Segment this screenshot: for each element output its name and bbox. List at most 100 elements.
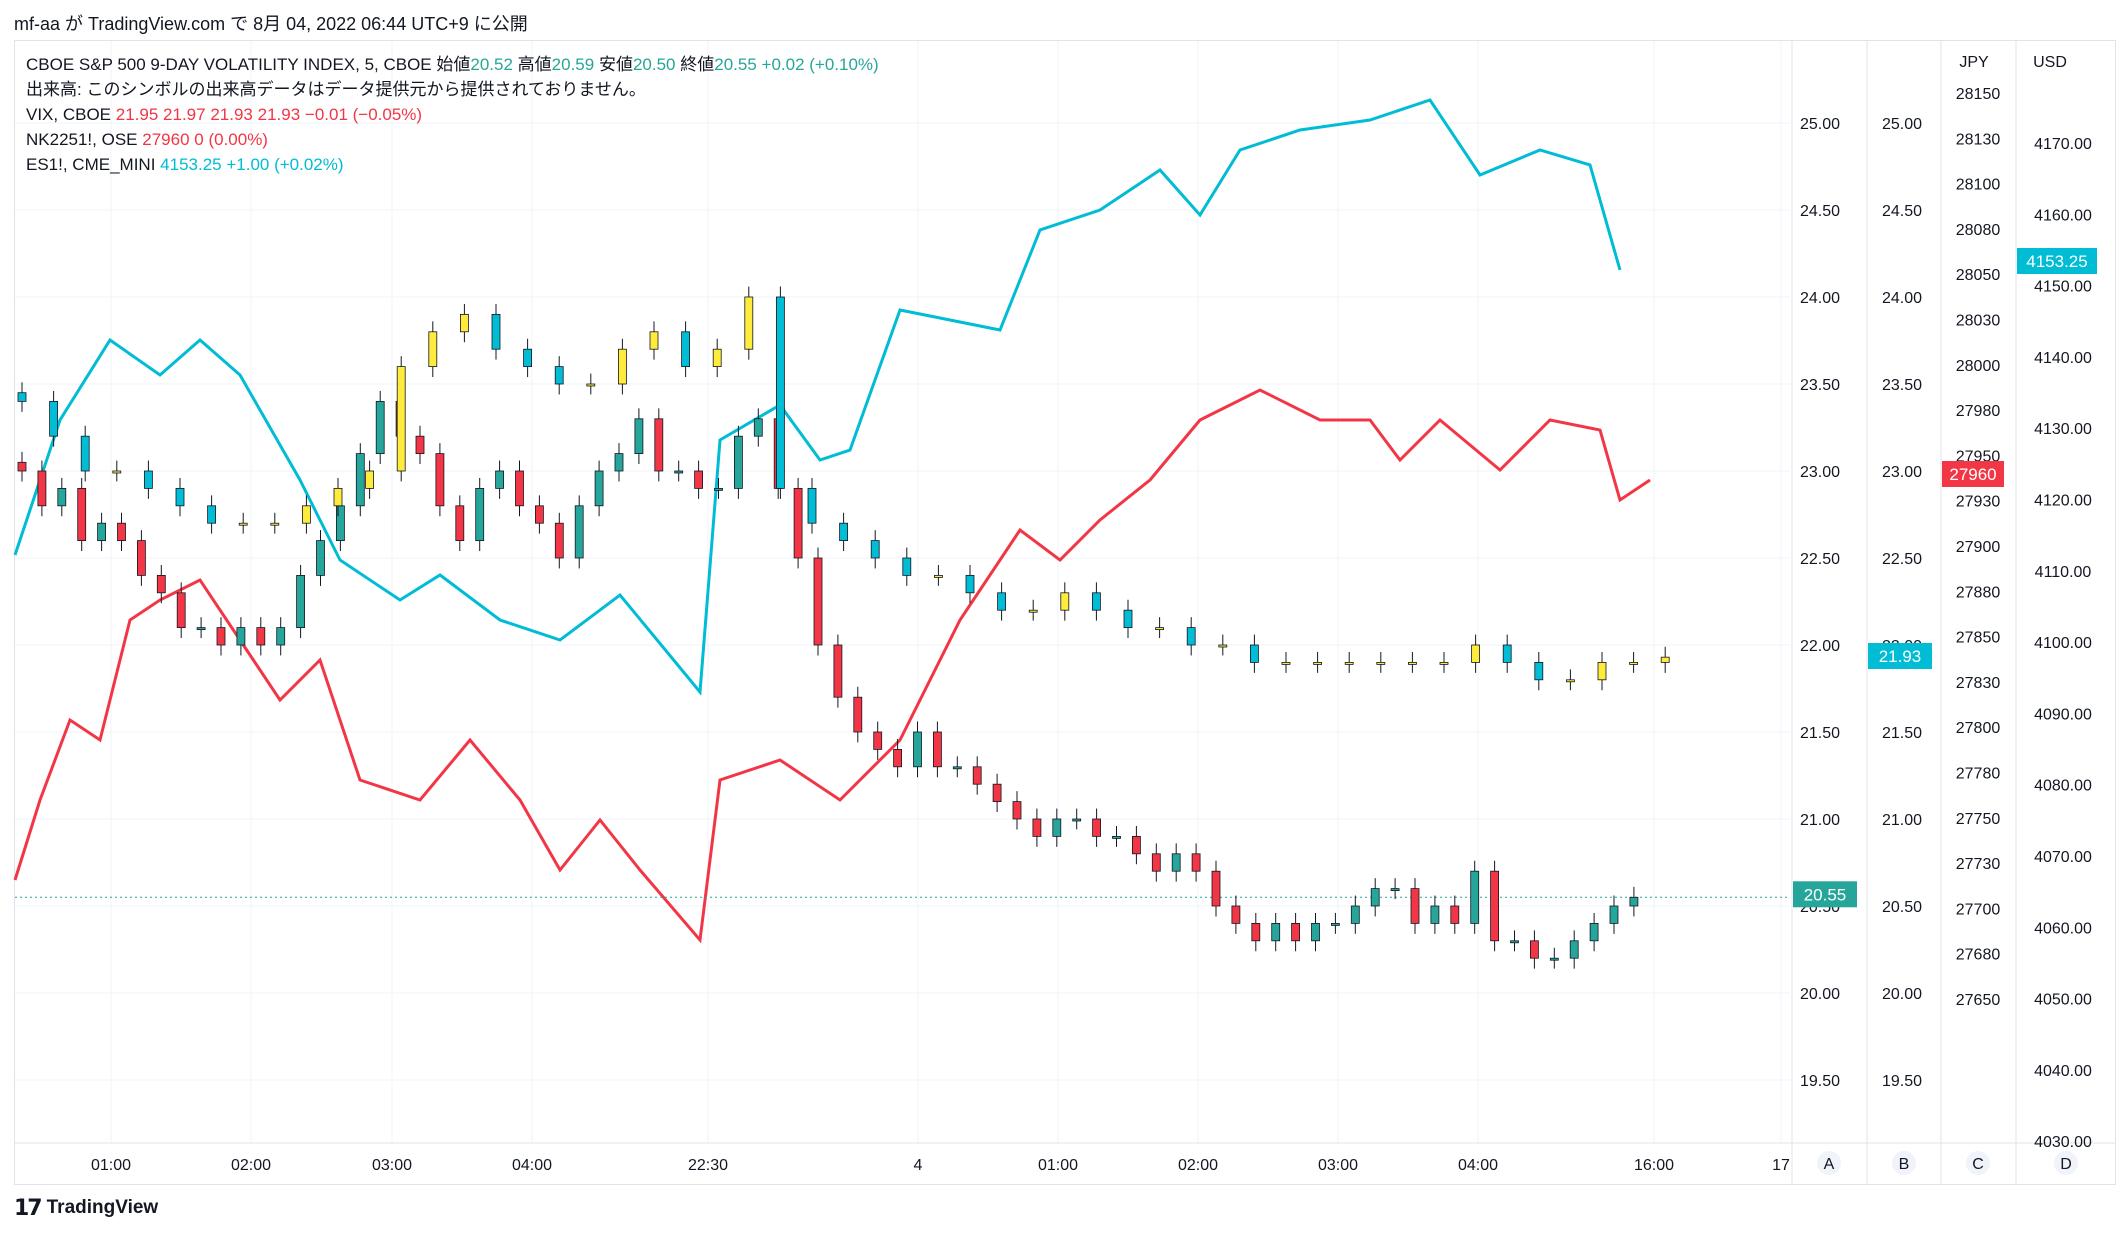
main-candle-body (694, 470, 703, 489)
main-candle (1012, 791, 1022, 830)
main-candle (1410, 878, 1420, 934)
vix-candle-body (1186, 627, 1196, 646)
main-candle (952, 756, 962, 778)
vix-candle-body (1629, 662, 1638, 665)
main-candle (276, 617, 286, 656)
scale-button (1817, 1151, 1841, 1175)
main-candle-body (37, 470, 47, 507)
main-candle-body (634, 418, 644, 454)
main-candle (1311, 912, 1320, 952)
main-candle-body (1132, 836, 1141, 855)
main-candle (893, 738, 902, 778)
main-candle (156, 564, 166, 604)
main-candle-body (913, 731, 922, 768)
vix-candle (1186, 617, 1196, 656)
main-candle (972, 756, 982, 795)
scale-letter: D (2060, 1156, 2072, 1173)
time-tick: 17 (1772, 1157, 1790, 1174)
candles (17, 286, 1670, 969)
vix-candle-body (1408, 662, 1417, 665)
main-candle-body (1271, 923, 1281, 942)
vix-candle (1250, 634, 1259, 673)
jpy-tick: 27650 (1956, 992, 2001, 1009)
main-candle (1251, 912, 1261, 952)
vix-candle (681, 321, 690, 378)
main-candle (1171, 843, 1181, 882)
main-candle-body (1072, 818, 1082, 822)
main-candle-body (1589, 923, 1599, 942)
legend: CBOE S&P 500 9-DAY VOLATILITY INDEX, 5, … (26, 52, 879, 177)
main-candle-body (136, 540, 146, 576)
main-candle-body (1092, 818, 1101, 837)
main-candle (17, 451, 27, 482)
price-tick-a: 21.50 (1800, 725, 1840, 742)
price-tick-b: 24.00 (1882, 290, 1922, 307)
main-candle-body (77, 487, 87, 541)
tradingview-footer[interactable]: 𝟭𝟳 TradingView (14, 1195, 159, 1220)
vix-candle-body (333, 487, 343, 507)
main-candle (1052, 808, 1062, 847)
vix-candle-body (934, 575, 943, 578)
main-candle-body (1032, 818, 1042, 837)
time-tick: 03:00 (372, 1157, 412, 1174)
main-candle-body (475, 487, 485, 541)
scale-button (2054, 1151, 2078, 1175)
scale-button (1966, 1151, 1990, 1175)
main-candle (1390, 878, 1400, 900)
main-candle (1629, 886, 1639, 917)
main-candle-body (1311, 923, 1320, 942)
main-candle (97, 512, 106, 552)
vix-candle (428, 321, 438, 378)
vix-candle-body (839, 522, 848, 542)
vix-candle (902, 547, 912, 586)
vix-candle (1060, 582, 1070, 621)
vix-candle (870, 530, 880, 569)
vix-candle (1471, 634, 1480, 673)
price-tick-a: 24.50 (1800, 203, 1840, 220)
price-tick-a: 23.00 (1800, 464, 1840, 481)
time-tick: 22:30 (688, 1157, 728, 1174)
main-candle (1530, 930, 1539, 969)
nk2251-line (13, 388, 1651, 944)
price-tags: 20.55 21.93 27960 4153.25 (1793, 248, 2097, 908)
main-candle-body (554, 522, 564, 559)
main-candle (1132, 825, 1141, 865)
main-candle-body (1450, 905, 1460, 924)
vix-candle-body (1155, 627, 1164, 630)
vix-candle (238, 512, 248, 534)
main-candle (1331, 912, 1340, 934)
jpy-tick: 27730 (1956, 856, 2001, 873)
vix-candle-body (1439, 662, 1449, 665)
main-candle-body (1569, 940, 1579, 959)
time-tick: 03:00 (1318, 1157, 1358, 1174)
jpy-tick: 27850 (1956, 630, 2001, 647)
main-candle (1549, 947, 1559, 969)
main-candle-body (972, 766, 982, 785)
main-candle (574, 495, 584, 569)
vix-candle-body (712, 348, 722, 368)
main-candle (1291, 912, 1300, 952)
main-candle (375, 390, 385, 465)
main-candle-body (455, 505, 465, 541)
vix-candle (1155, 617, 1164, 639)
vix-candle (997, 582, 1006, 621)
vix-candle (649, 321, 659, 360)
main-candle (1271, 912, 1281, 952)
jpy-tick: 27880 (1956, 584, 2001, 601)
main-candle-body (1291, 923, 1300, 942)
main-candle (1589, 912, 1599, 952)
jpy-tick: 27800 (1956, 720, 2001, 737)
chart-frame[interactable] (14, 40, 2116, 1185)
legend-nk: NK2251!, OSE 27960 0 (0.00%) (26, 130, 268, 149)
main-candle (694, 460, 703, 499)
main-candle (992, 773, 1002, 813)
main-candle (873, 721, 883, 760)
vix-candle-body (1123, 609, 1133, 629)
price-tag-es (2017, 248, 2097, 274)
vix-candle-body (870, 540, 880, 559)
main-candle (77, 477, 87, 552)
main-candle (654, 408, 664, 482)
main-candle (1151, 843, 1161, 882)
vix-candle-body (112, 470, 122, 474)
